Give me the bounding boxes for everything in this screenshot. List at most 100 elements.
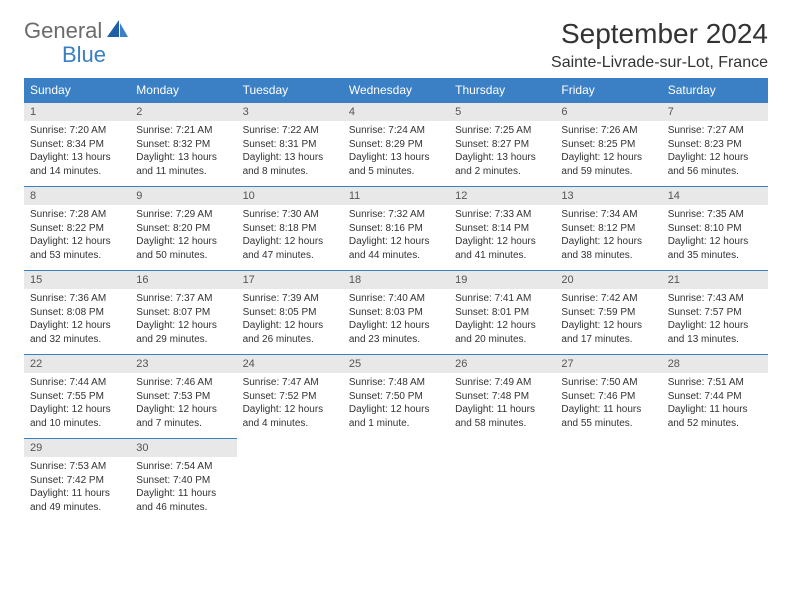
weekday-header: Monday <box>130 78 236 102</box>
sunset-text: Sunset: 8:31 PM <box>243 138 337 152</box>
logo-text-general: General <box>24 18 102 44</box>
day-number: 29 <box>24 438 130 457</box>
logo: General <box>24 18 131 44</box>
day-number: 9 <box>130 186 236 205</box>
sunset-text: Sunset: 8:05 PM <box>243 306 337 320</box>
daylight-text-1: Daylight: 12 hours <box>561 319 655 333</box>
sunrise-text: Sunrise: 7:36 AM <box>30 292 124 306</box>
calendar-cell: 2Sunrise: 7:21 AMSunset: 8:32 PMDaylight… <box>130 102 236 186</box>
daylight-text-1: Daylight: 12 hours <box>136 403 230 417</box>
calendar-cell: 21Sunrise: 7:43 AMSunset: 7:57 PMDayligh… <box>662 270 768 354</box>
sunrise-text: Sunrise: 7:53 AM <box>30 460 124 474</box>
daylight-text-2: and 17 minutes. <box>561 333 655 347</box>
day-number: 8 <box>24 186 130 205</box>
sunset-text: Sunset: 8:03 PM <box>349 306 443 320</box>
sunset-text: Sunset: 8:29 PM <box>349 138 443 152</box>
day-number: 18 <box>343 270 449 289</box>
daylight-text-2: and 13 minutes. <box>668 333 762 347</box>
daylight-text-1: Daylight: 12 hours <box>668 319 762 333</box>
calendar-cell: 19Sunrise: 7:41 AMSunset: 8:01 PMDayligh… <box>449 270 555 354</box>
daylight-text-1: Daylight: 12 hours <box>668 151 762 165</box>
daylight-text-1: Daylight: 12 hours <box>349 235 443 249</box>
daylight-text-2: and 4 minutes. <box>243 417 337 431</box>
day-number: 3 <box>237 102 343 121</box>
calendar-cell: 10Sunrise: 7:30 AMSunset: 8:18 PMDayligh… <box>237 186 343 270</box>
daylight-text-1: Daylight: 12 hours <box>243 403 337 417</box>
day-details: Sunrise: 7:26 AMSunset: 8:25 PMDaylight:… <box>555 121 661 184</box>
sunset-text: Sunset: 8:25 PM <box>561 138 655 152</box>
calendar-cell: 7Sunrise: 7:27 AMSunset: 8:23 PMDaylight… <box>662 102 768 186</box>
calendar-row: 22Sunrise: 7:44 AMSunset: 7:55 PMDayligh… <box>24 354 768 438</box>
calendar-cell: 5Sunrise: 7:25 AMSunset: 8:27 PMDaylight… <box>449 102 555 186</box>
calendar-cell: 16Sunrise: 7:37 AMSunset: 8:07 PMDayligh… <box>130 270 236 354</box>
calendar-row: 29Sunrise: 7:53 AMSunset: 7:42 PMDayligh… <box>24 438 768 522</box>
sunrise-text: Sunrise: 7:25 AM <box>455 124 549 138</box>
sunset-text: Sunset: 7:57 PM <box>668 306 762 320</box>
calendar-cell: 1Sunrise: 7:20 AMSunset: 8:34 PMDaylight… <box>24 102 130 186</box>
sunset-text: Sunset: 8:34 PM <box>30 138 124 152</box>
daylight-text-2: and 59 minutes. <box>561 165 655 179</box>
day-details: Sunrise: 7:40 AMSunset: 8:03 PMDaylight:… <box>343 289 449 352</box>
calendar-cell: 22Sunrise: 7:44 AMSunset: 7:55 PMDayligh… <box>24 354 130 438</box>
sunrise-text: Sunrise: 7:20 AM <box>30 124 124 138</box>
daylight-text-2: and 5 minutes. <box>349 165 443 179</box>
sunset-text: Sunset: 7:52 PM <box>243 390 337 404</box>
daylight-text-1: Daylight: 13 hours <box>136 151 230 165</box>
daylight-text-1: Daylight: 12 hours <box>561 151 655 165</box>
calendar-cell <box>343 438 449 522</box>
day-details: Sunrise: 7:36 AMSunset: 8:08 PMDaylight:… <box>24 289 130 352</box>
sunrise-text: Sunrise: 7:21 AM <box>136 124 230 138</box>
day-number: 4 <box>343 102 449 121</box>
daylight-text-1: Daylight: 12 hours <box>455 319 549 333</box>
sunrise-text: Sunrise: 7:48 AM <box>349 376 443 390</box>
sunset-text: Sunset: 8:07 PM <box>136 306 230 320</box>
sunset-text: Sunset: 7:46 PM <box>561 390 655 404</box>
daylight-text-1: Daylight: 13 hours <box>455 151 549 165</box>
calendar-row: 15Sunrise: 7:36 AMSunset: 8:08 PMDayligh… <box>24 270 768 354</box>
daylight-text-1: Daylight: 12 hours <box>668 235 762 249</box>
daylight-text-1: Daylight: 13 hours <box>349 151 443 165</box>
day-details: Sunrise: 7:47 AMSunset: 7:52 PMDaylight:… <box>237 373 343 436</box>
sunset-text: Sunset: 8:14 PM <box>455 222 549 236</box>
calendar-cell <box>662 438 768 522</box>
logo-text-blue: Blue <box>62 42 106 67</box>
calendar-row: 1Sunrise: 7:20 AMSunset: 8:34 PMDaylight… <box>24 102 768 186</box>
calendar-cell: 15Sunrise: 7:36 AMSunset: 8:08 PMDayligh… <box>24 270 130 354</box>
sunrise-text: Sunrise: 7:27 AM <box>668 124 762 138</box>
daylight-text-1: Daylight: 12 hours <box>455 235 549 249</box>
calendar-cell: 26Sunrise: 7:49 AMSunset: 7:48 PMDayligh… <box>449 354 555 438</box>
day-number: 23 <box>130 354 236 373</box>
sunset-text: Sunset: 8:32 PM <box>136 138 230 152</box>
daylight-text-2: and 55 minutes. <box>561 417 655 431</box>
daylight-text-2: and 52 minutes. <box>668 417 762 431</box>
calendar-cell: 17Sunrise: 7:39 AMSunset: 8:05 PMDayligh… <box>237 270 343 354</box>
daylight-text-2: and 35 minutes. <box>668 249 762 263</box>
sunrise-text: Sunrise: 7:29 AM <box>136 208 230 222</box>
daylight-text-2: and 32 minutes. <box>30 333 124 347</box>
day-details: Sunrise: 7:21 AMSunset: 8:32 PMDaylight:… <box>130 121 236 184</box>
calendar-cell: 23Sunrise: 7:46 AMSunset: 7:53 PMDayligh… <box>130 354 236 438</box>
daylight-text-2: and 38 minutes. <box>561 249 655 263</box>
day-number: 2 <box>130 102 236 121</box>
sunset-text: Sunset: 8:12 PM <box>561 222 655 236</box>
day-number: 7 <box>662 102 768 121</box>
daylight-text-1: Daylight: 12 hours <box>136 235 230 249</box>
calendar-cell <box>449 438 555 522</box>
sunrise-text: Sunrise: 7:47 AM <box>243 376 337 390</box>
sunrise-text: Sunrise: 7:24 AM <box>349 124 443 138</box>
daylight-text-2: and 47 minutes. <box>243 249 337 263</box>
daylight-text-1: Daylight: 12 hours <box>30 403 124 417</box>
sunrise-text: Sunrise: 7:26 AM <box>561 124 655 138</box>
day-number: 22 <box>24 354 130 373</box>
daylight-text-2: and 53 minutes. <box>30 249 124 263</box>
daylight-text-1: Daylight: 11 hours <box>136 487 230 501</box>
daylight-text-2: and 7 minutes. <box>136 417 230 431</box>
day-details: Sunrise: 7:53 AMSunset: 7:42 PMDaylight:… <box>24 457 130 520</box>
sunset-text: Sunset: 7:44 PM <box>668 390 762 404</box>
calendar-cell: 24Sunrise: 7:47 AMSunset: 7:52 PMDayligh… <box>237 354 343 438</box>
daylight-text-2: and 50 minutes. <box>136 249 230 263</box>
sunset-text: Sunset: 7:40 PM <box>136 474 230 488</box>
day-details: Sunrise: 7:32 AMSunset: 8:16 PMDaylight:… <box>343 205 449 268</box>
day-details: Sunrise: 7:42 AMSunset: 7:59 PMDaylight:… <box>555 289 661 352</box>
sunset-text: Sunset: 7:50 PM <box>349 390 443 404</box>
